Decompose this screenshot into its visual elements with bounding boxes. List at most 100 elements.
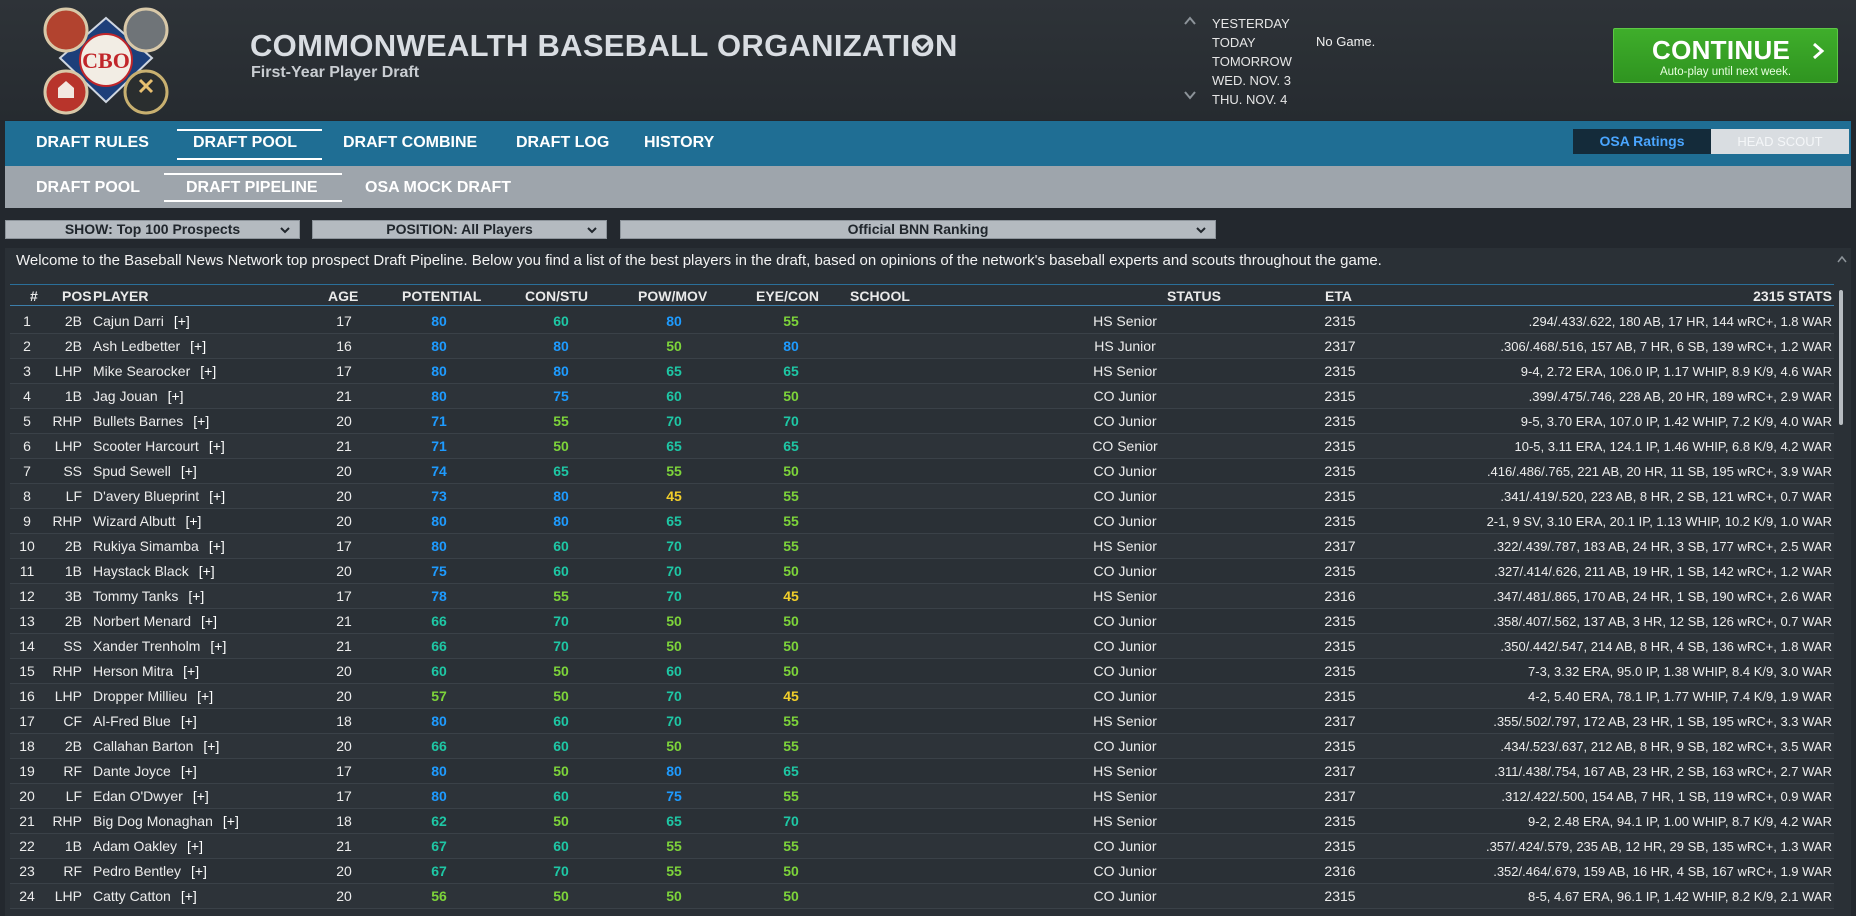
- expand-player-button[interactable]: [+]: [203, 738, 220, 754]
- position-filter-select[interactable]: POSITION: All Players: [312, 220, 607, 239]
- player-name-link[interactable]: Tommy Tanks: [93, 588, 179, 604]
- player-name-link[interactable]: Adam Oakley: [93, 838, 178, 854]
- expand-player-button[interactable]: [+]: [209, 488, 226, 504]
- player-name-link[interactable]: Dante Joyce: [93, 763, 171, 779]
- player-name-link[interactable]: Spud Sewell: [93, 463, 171, 479]
- table-row[interactable]: 17 CF 18 80 60 70 55 HS Senior 2317 .355/.502/.79…: [10, 709, 1834, 734]
- table-row[interactable]: 12 3B 17 78 55 70 45 HS Senior 2316 .347/.481/.86…: [10, 584, 1834, 609]
- table-row[interactable]: 7 SS 20 74 65 55 50 CO Junior 2315 .416/.486/.765…: [10, 459, 1834, 484]
- continue-button[interactable]: CONTINUE Auto-play until next week.: [1613, 28, 1838, 83]
- scroll-up-icon[interactable]: [1836, 254, 1848, 264]
- player-name-link[interactable]: Edan O'Dwyer: [93, 788, 183, 804]
- expand-player-button[interactable]: [+]: [208, 538, 225, 554]
- table-row[interactable]: 11 1B 20 75 60 70 50 CO Junior 2315 .327/.414/.62…: [10, 559, 1834, 584]
- table-row[interactable]: 9 RHP 20 80 80 65 55 CO Junior 2315 2-1, 9 SV, 3.…: [10, 509, 1834, 534]
- player-name-link[interactable]: Catty Catton: [93, 888, 171, 904]
- table-row[interactable]: 22 1B 21 67 60 55 55 CO Junior 2315 .357/.424/.57…: [10, 834, 1834, 859]
- expand-player-button[interactable]: [+]: [173, 313, 190, 329]
- tab-draft-pool[interactable]: DRAFT POOL: [193, 134, 297, 151]
- player-name-link[interactable]: Norbert Menard: [93, 613, 192, 629]
- table-row[interactable]: 23 RF 20 67 70 55 50 CO Junior 2316 .352/.464/.67…: [10, 859, 1834, 884]
- player-name-link[interactable]: Cajun Darri: [93, 313, 164, 329]
- player-name-link[interactable]: Jag Jouan: [93, 388, 158, 404]
- player-name-link[interactable]: Haystack Black: [93, 563, 189, 579]
- scrollbar-track[interactable]: [1837, 288, 1845, 908]
- player-name-link[interactable]: Big Dog Monaghan: [93, 813, 213, 829]
- expand-player-button[interactable]: [+]: [208, 438, 225, 454]
- expand-player-button[interactable]: [+]: [187, 838, 204, 854]
- date-yesterday[interactable]: YESTERDAY: [1212, 16, 1290, 31]
- expand-player-button[interactable]: [+]: [200, 363, 217, 379]
- col-age[interactable]: AGE: [328, 288, 359, 304]
- expand-player-button[interactable]: [+]: [167, 388, 184, 404]
- subtab-draft-pool[interactable]: DRAFT POOL: [36, 179, 140, 196]
- col-eta[interactable]: ETA: [1325, 288, 1352, 304]
- tab-draft-combine[interactable]: DRAFT COMBINE: [343, 134, 478, 151]
- chevron-up-icon[interactable]: [1182, 14, 1198, 28]
- table-row[interactable]: 1 2B 17 80 60 80 55 HS Senior 2315 .294/.433/.622…: [10, 309, 1834, 334]
- chevron-down-icon[interactable]: [1182, 88, 1198, 102]
- player-name-link[interactable]: Dropper Millieu: [93, 688, 188, 704]
- player-name-link[interactable]: Callahan Barton: [93, 738, 194, 754]
- player-name-link[interactable]: D'avery Blueprint: [93, 488, 200, 504]
- head-scout-button[interactable]: HEAD SCOUT: [1711, 129, 1849, 154]
- table-row[interactable]: 6 LHP 21 71 50 65 65 CO Senior 2315 10-5, 3.11 ER…: [10, 434, 1834, 459]
- table-row[interactable]: 16 LHP 20 57 50 70 45 CO Junior 2315 4-2, 5.40 ER…: [10, 684, 1834, 709]
- expand-player-button[interactable]: [+]: [198, 563, 215, 579]
- subtab-osa-mock-draft[interactable]: OSA MOCK DRAFT: [365, 179, 512, 196]
- expand-player-button[interactable]: [+]: [222, 813, 239, 829]
- player-name-link[interactable]: Bullets Barnes: [93, 413, 184, 429]
- expand-player-button[interactable]: [+]: [192, 788, 209, 804]
- player-name-link[interactable]: Xander Trenholm: [93, 638, 201, 654]
- date-tomorrow[interactable]: TOMORROW: [1212, 54, 1292, 69]
- expand-player-button[interactable]: [+]: [197, 688, 214, 704]
- col-stats[interactable]: 2315 STATS: [1753, 288, 1832, 304]
- table-row[interactable]: 10 2B 17 80 60 70 55 HS Senior 2317 .322/.439/.78…: [10, 534, 1834, 559]
- expand-player-button[interactable]: [+]: [180, 463, 197, 479]
- table-row[interactable]: 14 SS 21 66 70 50 50 CO Junior 2315 .350/.442/.54…: [10, 634, 1834, 659]
- player-name-link[interactable]: Ash Ledbetter: [93, 338, 181, 354]
- table-row[interactable]: 19 RF 17 80 50 80 65 HS Senior 2317 .311/.438/.75…: [10, 759, 1834, 784]
- date-today[interactable]: TODAY: [1212, 35, 1256, 50]
- col-player[interactable]: PLAYER: [93, 288, 149, 304]
- col-con-stu[interactable]: CON/STU: [525, 288, 588, 304]
- player-name-link[interactable]: Wizard Albutt: [93, 513, 176, 529]
- date-wed[interactable]: WED. NOV. 3: [1212, 73, 1291, 88]
- expand-player-button[interactable]: [+]: [193, 413, 210, 429]
- expand-player-button[interactable]: [+]: [188, 588, 205, 604]
- player-name-link[interactable]: Herson Mitra: [93, 663, 174, 679]
- col-status[interactable]: STATUS: [1167, 288, 1221, 304]
- table-row[interactable]: 2 2B 16 80 80 50 80 HS Junior 2317 .306/.468/.516…: [10, 334, 1834, 359]
- table-row[interactable]: 20 LF 17 80 60 75 55 HS Senior 2317 .312/.422/.50…: [10, 784, 1834, 809]
- table-row[interactable]: 18 2B 20 66 60 50 55 CO Junior 2315 .434/.523/.63…: [10, 734, 1834, 759]
- player-name-link[interactable]: Scooter Harcourt: [93, 438, 199, 454]
- table-row[interactable]: 3 LHP 17 80 80 65 65 HS Senior 2315 9-4, 2.72 ERA…: [10, 359, 1834, 384]
- table-row[interactable]: 21 RHP 18 62 50 65 70 HS Senior 2315 9-2, 2.48 ER…: [10, 809, 1834, 834]
- table-row[interactable]: 8 LF 20 73 80 45 55 CO Junior 2315 .341/.419/.520…: [10, 484, 1834, 509]
- col-pow-mov[interactable]: POW/MOV: [638, 288, 708, 304]
- table-row[interactable]: 13 2B 21 66 70 50 50 CO Junior 2315 .358/.407/.56…: [10, 609, 1834, 634]
- expand-player-button[interactable]: [+]: [180, 763, 197, 779]
- col-rank[interactable]: #: [30, 288, 38, 304]
- col-pos[interactable]: POS: [62, 288, 92, 304]
- col-potential[interactable]: POTENTIAL: [402, 288, 482, 304]
- cbo-league-logo[interactable]: CBO: [42, 6, 170, 116]
- table-row[interactable]: 4 1B 21 80 75 60 50 CO Junior 2315 .399/.475/.746…: [10, 384, 1834, 409]
- expand-player-button[interactable]: [+]: [201, 613, 218, 629]
- osa-ratings-button[interactable]: OSA Ratings: [1573, 129, 1711, 154]
- player-name-link[interactable]: Rukiya Simamba: [93, 538, 199, 554]
- expand-player-button[interactable]: [+]: [210, 638, 227, 654]
- table-row[interactable]: 24 LHP 20 56 50 50 50 CO Junior 2315 8-5, 4.67 ER…: [10, 884, 1834, 909]
- player-name-link[interactable]: Mike Searocker: [93, 363, 191, 379]
- player-name-link[interactable]: Pedro Bentley: [93, 863, 181, 879]
- expand-player-button[interactable]: [+]: [190, 863, 207, 879]
- expand-player-button[interactable]: [+]: [180, 888, 197, 904]
- col-eye-con[interactable]: EYE/CON: [756, 288, 820, 304]
- scrollbar-thumb[interactable]: [1839, 290, 1843, 425]
- expand-player-button[interactable]: [+]: [183, 663, 200, 679]
- date-thu[interactable]: THU. NOV. 4: [1212, 92, 1288, 107]
- tab-history[interactable]: HISTORY: [644, 134, 715, 151]
- chevron-down-icon[interactable]: [912, 36, 932, 56]
- tab-draft-log[interactable]: DRAFT LOG: [516, 134, 610, 151]
- subtab-draft-pipeline[interactable]: DRAFT PIPELINE: [186, 179, 318, 196]
